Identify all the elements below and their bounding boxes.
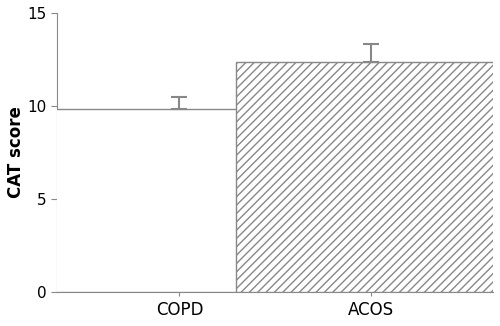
Bar bbox=[236, 62, 500, 292]
Bar bbox=[44, 109, 314, 292]
Y-axis label: CAT score: CAT score bbox=[7, 107, 25, 199]
